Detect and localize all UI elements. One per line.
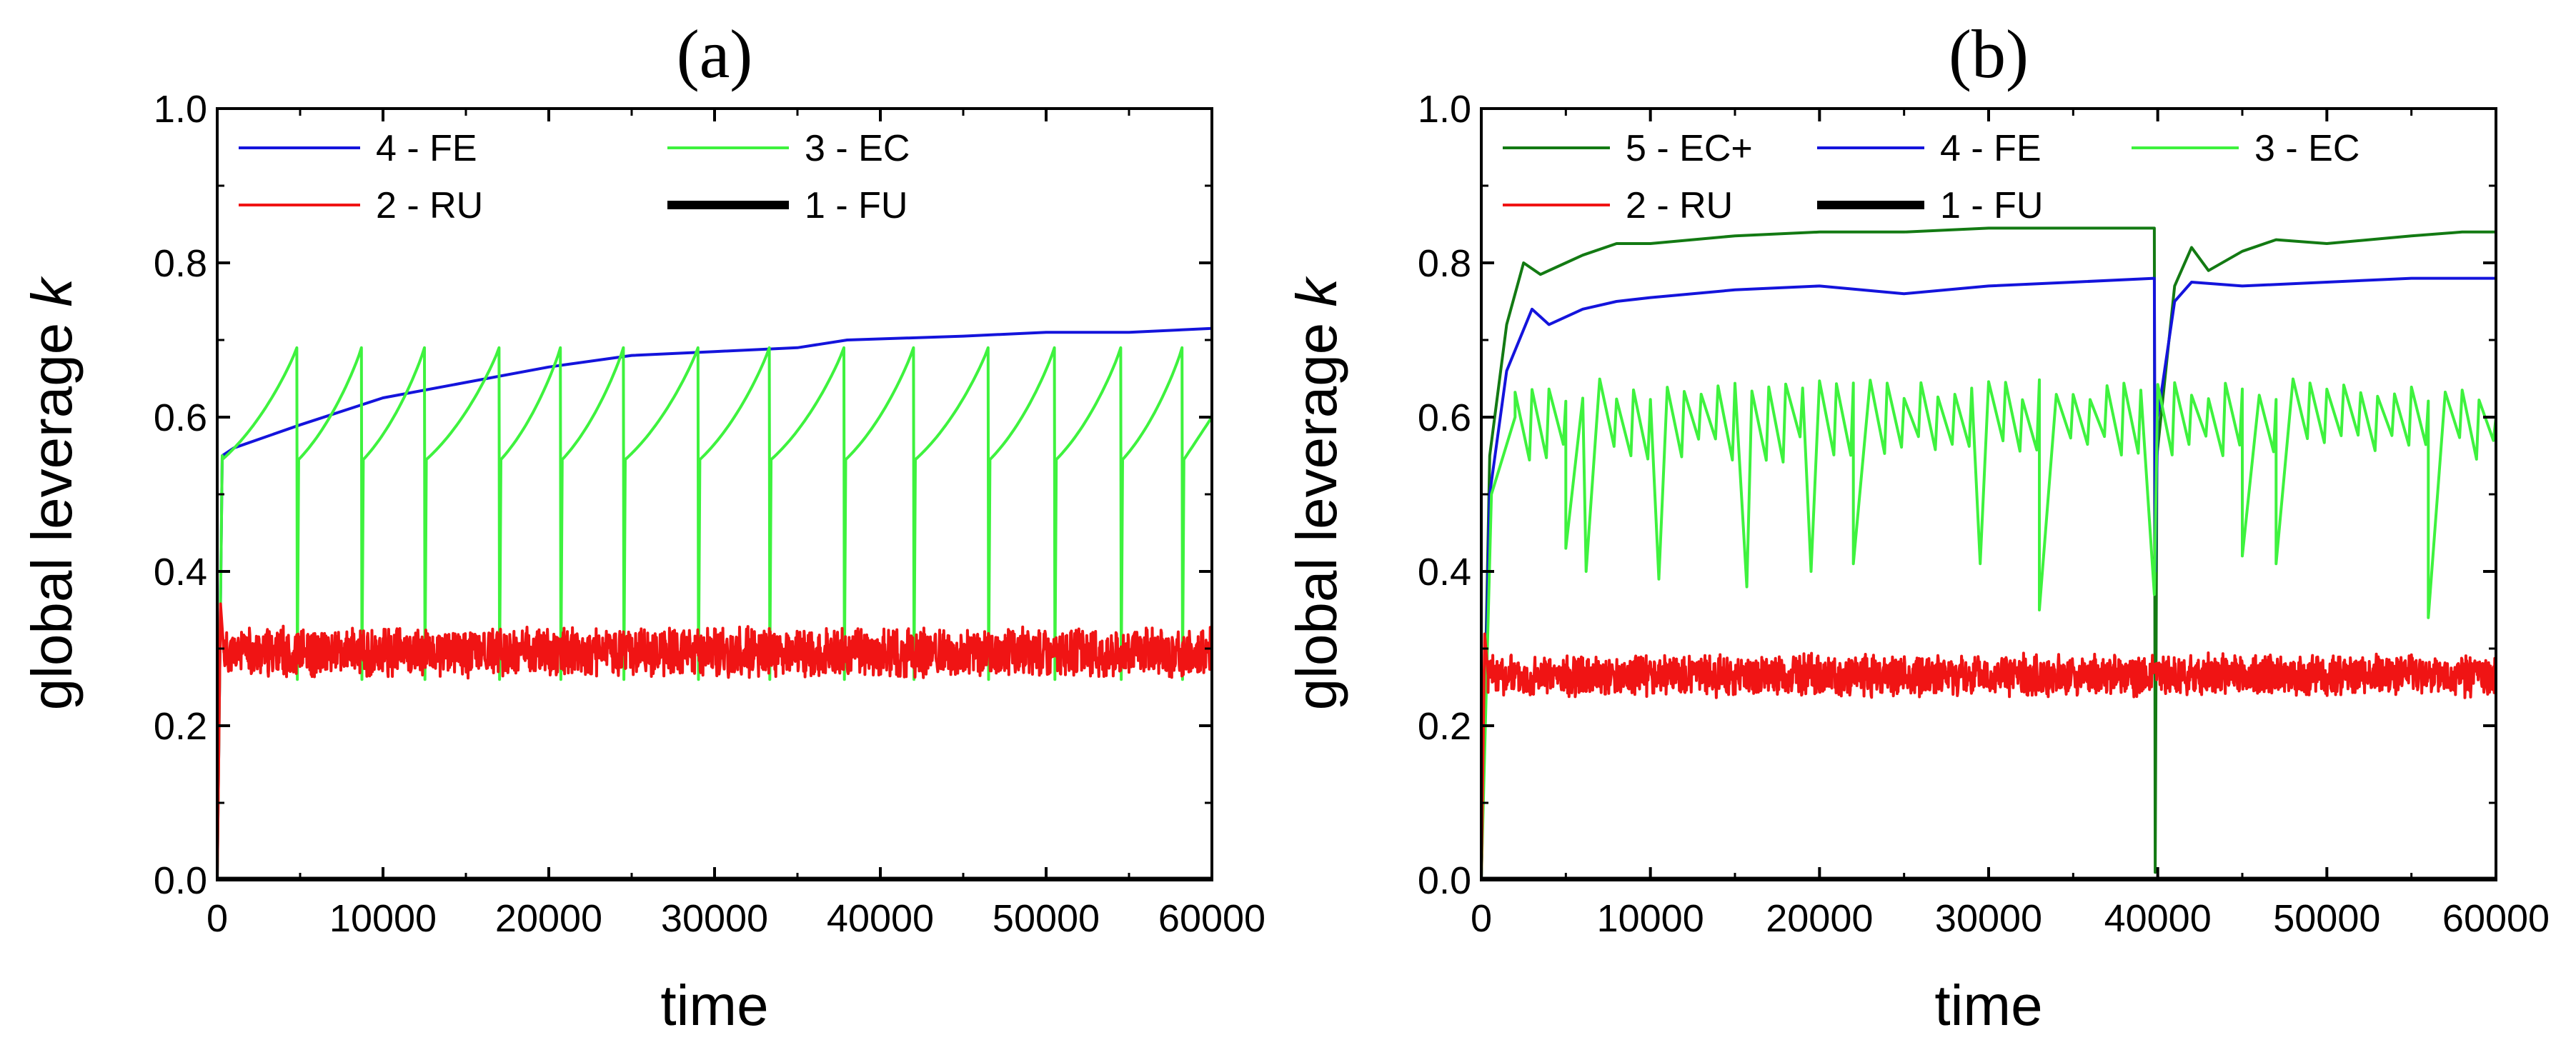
y-axis-label-main: global leverage (20, 307, 84, 711)
chart-panel-a: (a) 0.0 0.2 0.4 0.6 0.8 1.0 0 10000 20000 30000 400… (20, 16, 1265, 1037)
legend: 5 - EC+ 4 - FE 3 - EC 2 - RU 1 - FU (1503, 128, 2359, 226)
x-tick-label: 60000 (2442, 897, 2550, 940)
legend-label: 1 - FU (805, 185, 907, 226)
plot-frame (216, 107, 1213, 881)
y-tick-label: 1.0 (154, 88, 207, 131)
x-tick-label: 40000 (2104, 897, 2212, 940)
y-tick-label: 0.2 (1418, 705, 1471, 748)
panel-label: (a) (677, 16, 753, 92)
series-group (1481, 226, 2496, 880)
series-line-2-ru (1481, 632, 2496, 880)
y-tick-label: 0.8 (1418, 242, 1471, 285)
x-tick-label: 10000 (1597, 897, 1704, 940)
series-group (217, 326, 1212, 880)
series-line-4-fe (1481, 276, 2496, 880)
y-tick-label: 0.2 (154, 705, 207, 748)
y-tick-label: 0.6 (154, 396, 207, 439)
y-tick-label: 0.8 (154, 242, 207, 285)
y-tick-label: 0.4 (1418, 551, 1471, 594)
y-axis-label-var: k (1285, 276, 1348, 307)
series-line-3-ec (1481, 377, 2496, 880)
y-tick-label: 0.0 (1418, 859, 1471, 902)
y-axis-label: global leverage k (1285, 276, 1348, 711)
x-tick-label: 50000 (993, 897, 1100, 940)
x-tick-label: 40000 (827, 897, 934, 940)
y-tick-label: 0.0 (154, 859, 207, 902)
x-tick-label: 30000 (1935, 897, 2042, 940)
x-axis-label: time (660, 974, 768, 1037)
x-tick-label: 50000 (2273, 897, 2380, 940)
x-tick-label: 20000 (495, 897, 602, 940)
legend-label: 2 - RU (1626, 185, 1733, 226)
legend: 4 - FE 3 - EC 2 - RU 1 - FU (239, 128, 910, 226)
x-tick-label: 60000 (1158, 897, 1265, 940)
series-line-5-ec (1481, 226, 2496, 880)
series-line-3-ec (217, 346, 1212, 880)
legend-label: 1 - FU (1940, 185, 2043, 226)
series-line-2-ru (217, 602, 1212, 880)
y-axis-label-var: k (20, 276, 84, 307)
x-axis-label: time (1934, 974, 2042, 1037)
y-tick-label: 0.4 (154, 551, 207, 594)
x-tick-label: 0 (207, 897, 228, 940)
legend-label: 4 - FE (376, 128, 477, 169)
panel-label: (b) (1949, 16, 2029, 92)
legend-label: 2 - RU (376, 185, 483, 226)
x-tick-label: 20000 (1766, 897, 1873, 940)
y-tick-label: 0.6 (1418, 396, 1471, 439)
legend-label: 5 - EC+ (1626, 128, 1753, 169)
x-tick-label: 10000 (329, 897, 437, 940)
legend-label: 4 - FE (1940, 128, 2042, 169)
y-tick-label: 1.0 (1418, 88, 1471, 131)
y-axis-label: global leverage k (20, 276, 84, 711)
chart-panel-b: (b) 0.0 0.2 0.4 0.6 0.8 1.0 0 10000 20000 30000 400… (1285, 16, 2550, 1037)
x-tick-label: 0 (1471, 897, 1492, 940)
legend-label: 3 - EC (805, 128, 910, 169)
x-tick-label: 30000 (661, 897, 768, 940)
legend-label: 3 - EC (2254, 128, 2359, 169)
series-line-4-fe (217, 326, 1212, 880)
y-axis-label-main: global leverage (1285, 307, 1348, 711)
